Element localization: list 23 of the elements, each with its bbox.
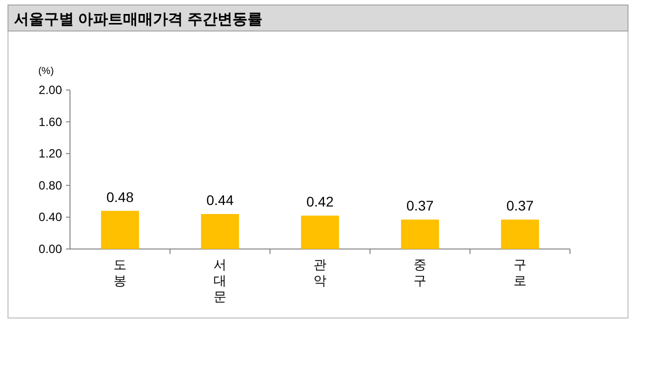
bar (401, 220, 439, 249)
y-tick-label: 1.20 (38, 146, 62, 161)
data-label: 0.37 (406, 198, 434, 214)
bar (301, 216, 339, 249)
data-label: 0.37 (506, 198, 534, 214)
bar (201, 214, 239, 249)
x-tick-label: 도봉 (114, 257, 126, 288)
y-tick-label: 1.60 (38, 114, 62, 129)
x-tick-label: 중구 (414, 257, 426, 288)
y-axis-title: (%) (38, 66, 54, 77)
y-tick-label: 2.00 (38, 83, 62, 97)
chart-title: 서울구별 아파트매매가격 주간변동률 (14, 11, 262, 28)
x-tick-label: 관악 (314, 257, 326, 288)
data-label: 0.42 (306, 194, 334, 210)
bar (501, 220, 539, 249)
x-tick-label: 구로 (514, 257, 526, 288)
y-tick-label: 0.40 (38, 210, 62, 224)
data-label: 0.48 (106, 188, 134, 205)
x-tick-label: 서대문 (214, 257, 226, 304)
y-tick-label: 0.00 (38, 242, 62, 256)
bar (101, 210, 139, 249)
y-tick-label: 0.80 (38, 178, 62, 192)
data-label: 0.44 (206, 192, 234, 208)
